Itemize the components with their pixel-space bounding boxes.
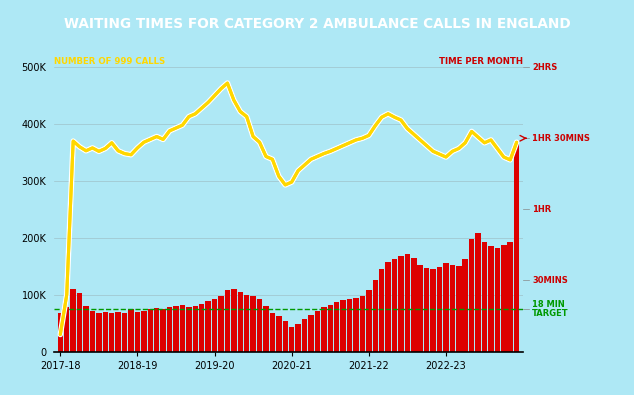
Bar (295, 324, 301, 352)
Bar (514, 141, 519, 352)
Bar (238, 292, 243, 352)
Bar (90, 310, 95, 352)
Bar (302, 318, 307, 352)
Text: NUMBER OF 999 CALLS: NUMBER OF 999 CALLS (54, 57, 165, 66)
Bar (283, 322, 288, 352)
Text: WAITING TIMES FOR CATEGORY 2 AMBULANCE CALLS IN ENGLAND: WAITING TIMES FOR CATEGORY 2 AMBULANCE C… (63, 17, 571, 31)
Bar (244, 295, 249, 352)
Bar (115, 312, 121, 352)
Bar (64, 307, 70, 352)
Bar (103, 312, 108, 352)
Text: 30MINS: 30MINS (532, 276, 568, 285)
Bar (430, 269, 436, 352)
Text: 1HR: 1HR (532, 205, 552, 214)
Bar (134, 312, 140, 352)
Bar (404, 254, 410, 352)
Bar (417, 265, 423, 352)
Bar (224, 290, 230, 352)
Bar (482, 242, 487, 352)
Bar (462, 260, 468, 352)
Bar (411, 258, 417, 352)
Bar (340, 300, 346, 352)
Bar (70, 289, 76, 352)
Bar (257, 299, 262, 352)
Bar (437, 267, 443, 352)
Bar (141, 310, 146, 352)
Bar (199, 304, 204, 352)
Bar (314, 310, 320, 352)
Bar (179, 305, 185, 352)
Text: 18 MIN
TARGET: 18 MIN TARGET (532, 299, 569, 318)
Bar (334, 302, 339, 352)
Text: 1HR 30MINS: 1HR 30MINS (532, 134, 590, 143)
Bar (148, 309, 153, 352)
Bar (212, 299, 217, 352)
Bar (289, 327, 294, 352)
Bar (359, 296, 365, 352)
Bar (77, 293, 82, 352)
Bar (373, 280, 378, 352)
Bar (495, 248, 500, 352)
Bar (308, 314, 314, 352)
Bar (488, 246, 494, 352)
Bar (269, 313, 275, 352)
Bar (501, 245, 507, 352)
Bar (366, 290, 372, 352)
Bar (476, 233, 481, 352)
Bar (231, 289, 236, 352)
Bar (263, 306, 269, 352)
Bar (218, 296, 224, 352)
Bar (96, 314, 101, 352)
Bar (328, 305, 333, 352)
Bar (469, 239, 474, 352)
Bar (385, 261, 391, 352)
Bar (347, 299, 353, 352)
Bar (507, 242, 513, 352)
Bar (154, 308, 160, 352)
Bar (58, 313, 63, 352)
Bar (398, 256, 404, 352)
Bar (456, 266, 462, 352)
Text: TIME PER MONTH: TIME PER MONTH (439, 57, 523, 66)
Bar (173, 306, 179, 352)
Bar (321, 307, 327, 352)
Bar (193, 306, 198, 352)
Bar (392, 259, 398, 352)
Bar (379, 269, 384, 352)
Text: 2HRS: 2HRS (532, 63, 557, 71)
Bar (250, 296, 256, 352)
Bar (167, 307, 172, 352)
Bar (205, 301, 211, 352)
Bar (83, 306, 89, 352)
Bar (186, 307, 191, 352)
Bar (424, 268, 429, 352)
Bar (122, 313, 127, 352)
Bar (160, 309, 166, 352)
Bar (443, 263, 449, 352)
Bar (128, 309, 134, 352)
Bar (450, 265, 455, 352)
Bar (109, 313, 115, 352)
Bar (353, 297, 359, 352)
Bar (276, 316, 281, 352)
